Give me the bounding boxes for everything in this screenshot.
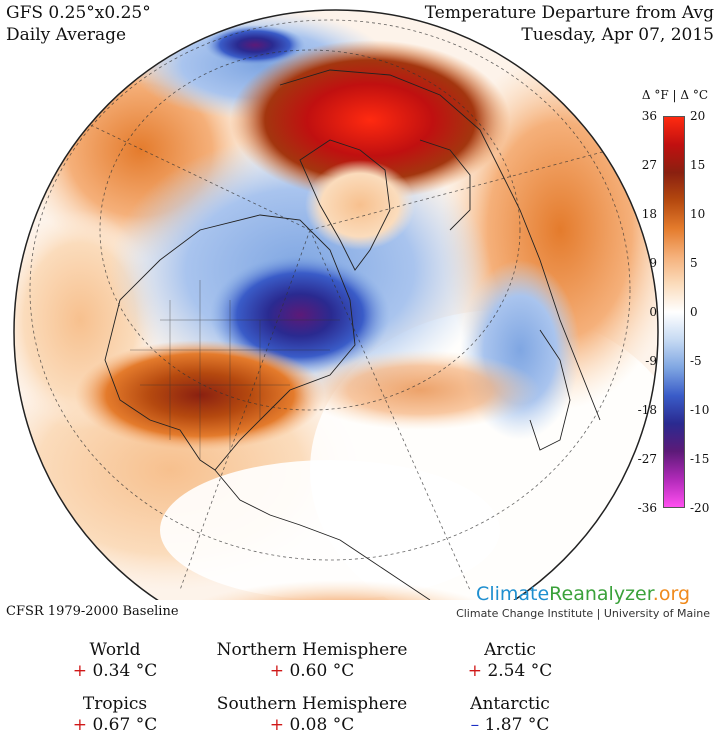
legend-tick-c: -15 — [690, 452, 710, 466]
legend-tick-f: 36 — [641, 109, 657, 123]
legend-tick-f: -36 — [637, 501, 657, 515]
legend-tick-c: 15 — [690, 158, 706, 172]
legend-tick-c: -5 — [690, 354, 702, 368]
legend-tick-f: -27 — [637, 452, 657, 466]
color-legend: Δ °F | Δ °C 36 20 27 15 18 10 9 5 0 0 -9 -5 -18 -10 -2… — [628, 88, 720, 518]
legend-units: Δ °F | Δ °C — [641, 88, 709, 102]
legend-tick-c: 10 — [690, 207, 706, 221]
brand-subtitle: Climate Change Institute | University of… — [456, 607, 710, 620]
period-label: Daily Average — [6, 25, 127, 45]
legend-tick-f: 27 — [641, 158, 657, 172]
header-left: GFS 0.25°x0.25° Daily Average — [6, 2, 151, 46]
legend-tick-f: 9 — [649, 256, 657, 270]
stat-tropics: Tropics + 0.67 °C — [72, 694, 158, 735]
legend-tick-c: 0 — [690, 305, 698, 319]
stat-antarctic: Antarctic – 1.87 °C — [470, 694, 550, 735]
map-title: Temperature Departure from Avg — [424, 3, 714, 23]
stat-northern-hemisphere: Northern Hemisphere + 0.60 °C — [216, 640, 408, 681]
legend-tick-f: 18 — [641, 207, 657, 221]
header-right: Temperature Departure from Avg Tuesday, … — [425, 2, 714, 46]
legend-tick-c: 20 — [690, 109, 706, 123]
stat-world: World + 0.34 °C — [72, 640, 158, 681]
legend-tick-f: -9 — [645, 354, 657, 368]
baseline-label: CFSR 1979-2000 Baseline — [6, 604, 179, 619]
legend-color-bar — [663, 116, 685, 508]
legend-tick-c: -10 — [690, 403, 710, 417]
legend-tick-c: 5 — [690, 256, 698, 270]
stat-southern-hemisphere: Southern Hemisphere + 0.08 °C — [216, 694, 408, 735]
legend-tick-f: 0 — [649, 305, 657, 319]
stat-arctic: Arctic + 2.54 °C — [467, 640, 553, 681]
temperature-anomaly-globe — [13, 9, 659, 600]
brand-logo: ClimateReanalyzer.org Climate Change Ins… — [456, 583, 710, 620]
map-date: Tuesday, Apr 07, 2015 — [521, 25, 714, 45]
legend-tick-c: -20 — [690, 501, 710, 515]
model-label: GFS 0.25°x0.25° — [6, 3, 151, 23]
legend-tick-f: -18 — [637, 403, 657, 417]
